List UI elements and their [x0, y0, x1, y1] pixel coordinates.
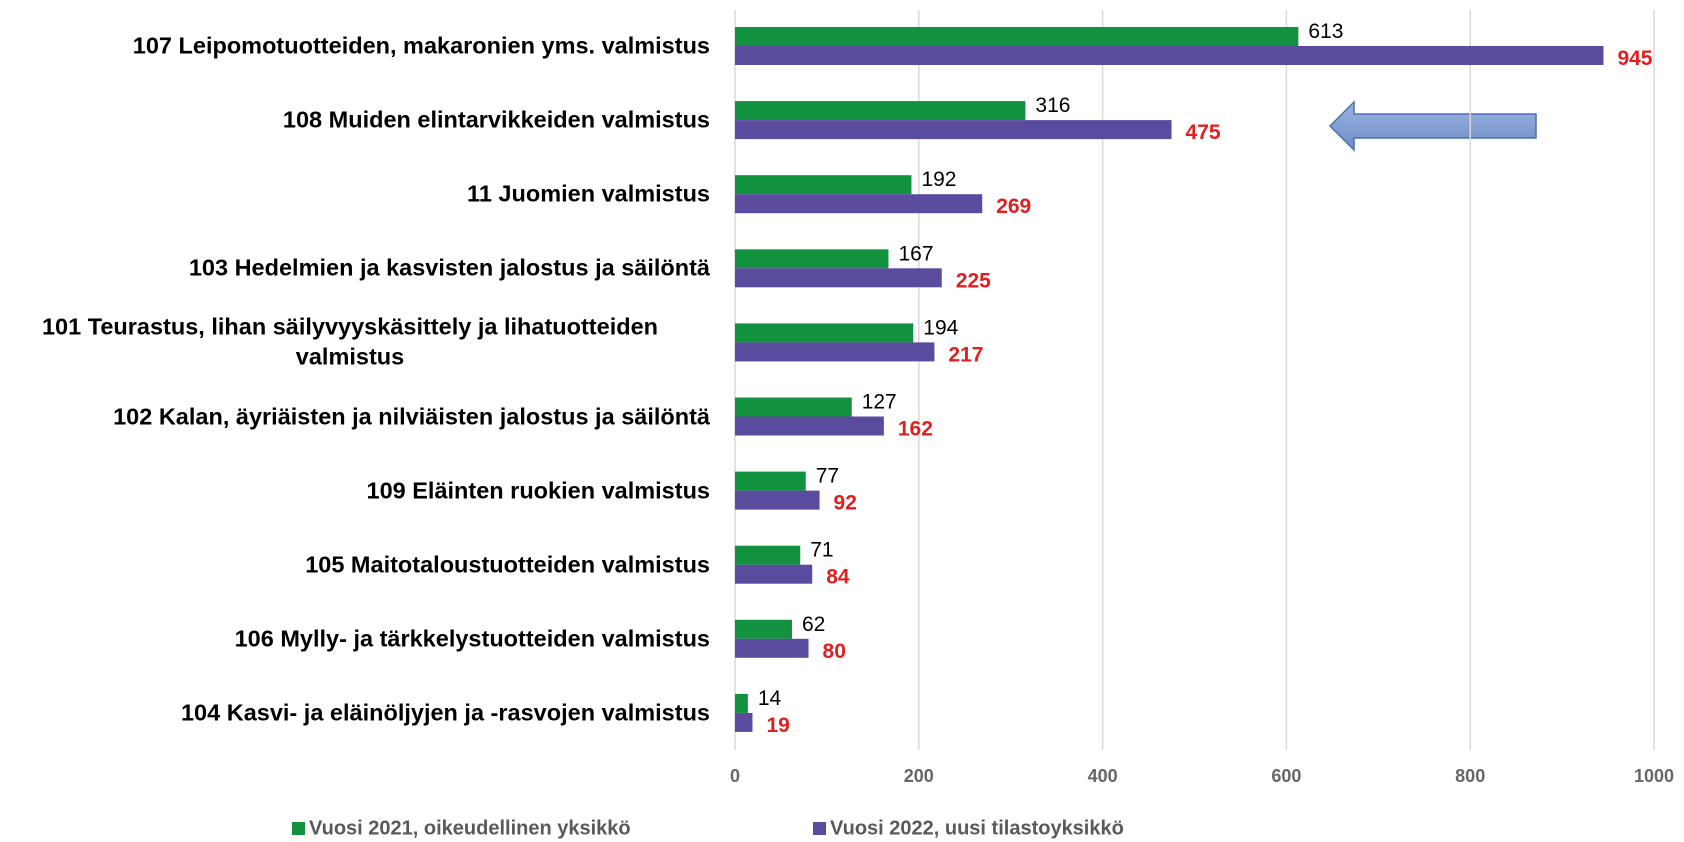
category-label-box: 11 Juomien valmistus	[0, 180, 710, 209]
data-label: 71	[810, 539, 833, 562]
legend-label: Vuosi 2021, oikeudellinen yksikkö	[309, 817, 631, 839]
data-label: 167	[898, 242, 933, 265]
category-label: 109 Eläinten ruokien valmistus	[366, 476, 711, 503]
data-label: 613	[1308, 20, 1343, 43]
category-label-box: 102 Kalan, äyriäisten ja nilviäisten jal…	[0, 402, 710, 431]
data-label: 14	[758, 687, 782, 710]
legend-label: Vuosi 2022, uusi tilastoyksikkö	[830, 817, 1124, 839]
bar	[735, 27, 1299, 46]
data-label: 269	[996, 195, 1031, 218]
category-label: 102 Kalan, äyriäisten ja nilviäisten jal…	[113, 402, 710, 429]
data-label: 62	[802, 613, 825, 636]
legend-swatch	[292, 822, 305, 835]
category-label: 107 Leipomotuotteiden, makaronien yms. v…	[132, 32, 710, 59]
category-label-box: 101 Teurastus, lihan säilyvyyskäsittely …	[0, 313, 710, 372]
category-label: 105 Maitotaloustuotteiden valmistus	[305, 551, 710, 577]
category-label: 101 Teurastus, lihan säilyvyyskäsittely …	[41, 314, 659, 370]
bar	[735, 194, 983, 214]
category-label-box: 103 Hedelmien ja kasvisten jalostus ja s…	[0, 254, 710, 283]
data-label: 945	[1617, 47, 1652, 70]
data-label: 194	[923, 316, 958, 339]
bar	[735, 46, 1604, 65]
category-label: 11 Juomien valmistus	[467, 180, 710, 207]
category-label: 108 Muiden elintarvikkeiden valmistus	[282, 106, 710, 133]
category-label-box: 104 Kasvi- ja eläinöljyjen ja -rasvojen …	[0, 698, 710, 727]
data-label: 316	[1035, 94, 1070, 117]
bar	[735, 249, 889, 269]
bar	[735, 416, 884, 436]
data-label: 77	[816, 465, 839, 488]
bar	[735, 342, 935, 362]
data-label: 225	[956, 269, 991, 292]
category-label: 106 Mylly- ja tärkkelystuotteiden valmis…	[234, 625, 710, 652]
bar	[735, 490, 820, 510]
bar	[735, 564, 813, 584]
bar	[735, 619, 792, 639]
category-label-box: 108 Muiden elintarvikkeiden valmistus	[0, 105, 710, 134]
bar	[735, 638, 809, 658]
data-label: 475	[1186, 121, 1221, 144]
data-label: 19	[766, 714, 789, 737]
x-tick-label: 600	[1271, 766, 1301, 786]
data-label: 217	[948, 343, 983, 366]
data-label: 84	[826, 566, 850, 589]
data-label: 92	[834, 492, 857, 515]
category-label: 103 Hedelmien ja kasvisten jalostus ja s…	[188, 254, 710, 281]
category-label-box: 105 Maitotaloustuotteiden valmistus	[0, 550, 710, 579]
bar	[735, 120, 1172, 140]
bar	[735, 175, 912, 195]
data-label: 127	[862, 391, 897, 414]
x-tick-label: 0	[730, 766, 740, 786]
x-tick-label: 1000	[1634, 766, 1674, 786]
x-tick-label: 400	[1088, 766, 1118, 786]
bar	[735, 693, 748, 713]
bar	[735, 471, 806, 491]
bar	[735, 101, 1026, 121]
bar	[735, 323, 914, 343]
bar	[735, 712, 753, 732]
category-label: 104 Kasvi- ja eläinöljyjen ja -rasvojen …	[180, 699, 710, 726]
arrow-shape	[1328, 100, 1537, 152]
data-label: 162	[898, 418, 933, 441]
legend-swatch	[813, 822, 826, 835]
x-tick-label: 800	[1455, 766, 1485, 786]
x-tick-label: 200	[904, 766, 934, 786]
bar	[735, 545, 801, 565]
data-label: 192	[921, 168, 956, 191]
category-label-box: 107 Leipomotuotteiden, makaronien yms. v…	[0, 31, 710, 60]
category-label-box: 109 Eläinten ruokien valmistus	[0, 476, 711, 505]
category-label-box: 106 Mylly- ja tärkkelystuotteiden valmis…	[0, 624, 710, 653]
bar	[735, 397, 852, 417]
data-label: 80	[823, 640, 846, 663]
bar	[735, 268, 942, 288]
arrow	[1328, 100, 1537, 152]
